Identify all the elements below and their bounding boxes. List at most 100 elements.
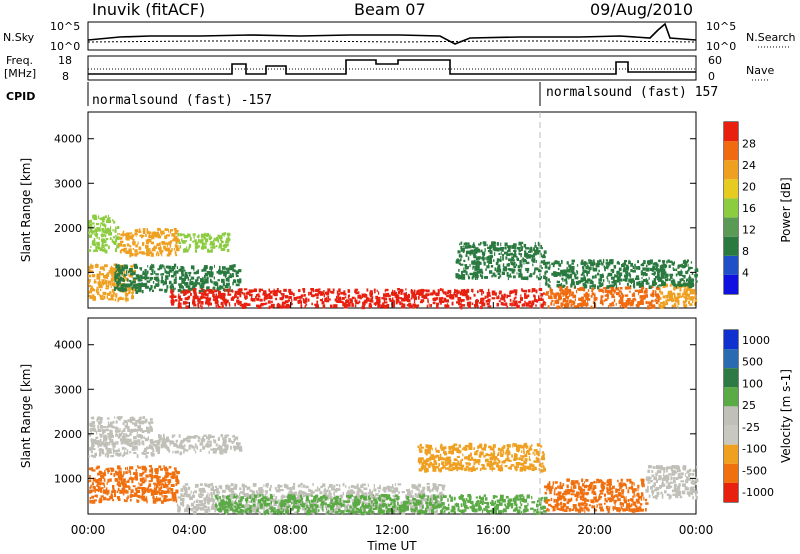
data-cell — [377, 507, 379, 511]
data-cell — [162, 437, 166, 441]
data-cell — [566, 261, 569, 265]
data-cell — [404, 294, 409, 299]
data-cell — [165, 471, 168, 476]
data-cell — [435, 297, 439, 300]
data-cell — [152, 231, 155, 235]
data-cell — [428, 501, 431, 505]
data-cell — [107, 421, 109, 425]
data-cell — [188, 274, 191, 277]
data-cell — [618, 299, 621, 303]
data-cell — [298, 501, 301, 503]
data-cell — [122, 244, 126, 247]
data-cell — [93, 242, 96, 246]
data-cell — [145, 272, 148, 276]
data-cell — [115, 433, 119, 437]
data-cell — [91, 232, 94, 235]
data-cell — [239, 492, 241, 497]
data-cell — [520, 273, 523, 277]
data-cell — [337, 293, 339, 297]
data-cell — [104, 248, 106, 251]
data-cell — [585, 292, 588, 295]
data-cell — [691, 296, 696, 299]
data-cell — [405, 292, 407, 296]
data-cell — [514, 507, 518, 511]
data-cell — [123, 439, 126, 443]
data-cell — [90, 484, 92, 488]
data-cell — [491, 293, 496, 296]
data-cell — [405, 494, 408, 498]
data-cell — [163, 497, 166, 501]
data-cell — [118, 418, 121, 421]
data-cell — [521, 303, 524, 307]
data-cell — [590, 305, 593, 310]
data-cell — [158, 484, 161, 486]
cpid-segment-1: normalsound (fast) -157 — [92, 93, 272, 108]
data-cell — [540, 260, 544, 264]
data-cell — [128, 248, 132, 252]
data-cell — [201, 487, 205, 491]
data-cell — [202, 280, 206, 285]
data-cell — [204, 233, 208, 237]
data-cell — [473, 293, 476, 297]
data-cell — [504, 294, 506, 298]
data-cell — [543, 275, 546, 280]
data-cell — [126, 485, 130, 488]
data-cell — [417, 483, 422, 488]
data-cell — [224, 275, 227, 278]
data-cell — [270, 484, 272, 488]
data-cell — [162, 484, 167, 489]
data-cell — [645, 288, 648, 292]
data-cell — [145, 242, 149, 245]
data-cell — [181, 233, 185, 236]
data-cell — [524, 253, 528, 257]
data-cell — [245, 494, 248, 499]
data-cell — [216, 491, 221, 494]
data-cell — [392, 484, 394, 488]
data-cell — [143, 282, 148, 287]
data-cell — [519, 260, 522, 264]
data-cell — [525, 247, 529, 250]
data-cell — [194, 435, 198, 438]
data-cell — [129, 268, 132, 272]
data-cell — [139, 416, 142, 420]
data-cell — [611, 293, 615, 298]
data-cell — [222, 442, 225, 447]
data-cell — [587, 278, 591, 282]
data-cell — [473, 255, 477, 258]
data-cell — [253, 508, 257, 512]
data-cell — [343, 290, 346, 294]
data-cell — [88, 455, 90, 458]
data-cell — [403, 292, 407, 296]
data-cell — [228, 439, 232, 443]
data-cell — [503, 293, 506, 296]
data-cell — [472, 253, 476, 256]
data-cell — [559, 273, 561, 277]
data-cell — [534, 242, 536, 245]
data-cell — [268, 295, 273, 300]
data-cell — [369, 304, 373, 309]
data-cell — [300, 503, 303, 506]
data-cell — [202, 276, 204, 280]
data-cell — [467, 242, 470, 246]
data-cell — [90, 450, 93, 454]
data-cell — [540, 298, 544, 301]
nsearch-tick-high: 10^5 — [706, 20, 736, 33]
data-cell — [118, 477, 122, 481]
data-cell — [436, 302, 440, 305]
data-cell — [125, 266, 129, 270]
data-cell — [267, 498, 270, 502]
data-cell — [127, 419, 131, 423]
data-cell — [164, 482, 167, 485]
data-cell — [218, 235, 223, 240]
data-cell — [173, 236, 177, 240]
data-cell — [511, 271, 515, 274]
data-cell — [148, 234, 152, 239]
data-cell — [168, 439, 170, 443]
data-cell — [685, 288, 689, 292]
data-cell — [357, 489, 362, 493]
data-cell — [545, 279, 548, 283]
data-cell — [616, 276, 621, 279]
data-cell — [294, 501, 298, 505]
data-cell — [370, 496, 374, 499]
data-cell — [297, 300, 299, 304]
